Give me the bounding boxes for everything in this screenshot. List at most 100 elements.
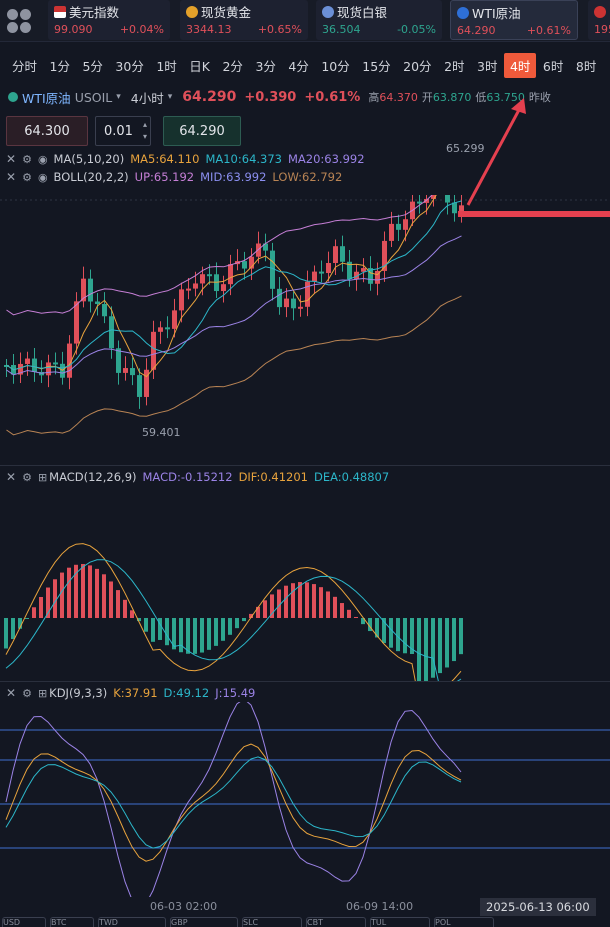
candle-body [249, 256, 254, 269]
high-marker-label: 65.299 [446, 142, 485, 155]
candle-body [389, 223, 394, 241]
macd-histogram-bar [431, 618, 435, 678]
symbol-bar: WTI原油 USOIL ▾ 4小时 ▾ 64.290 +0.390 +0.61%… [0, 86, 610, 108]
bottom-tab[interactable]: GBP [170, 917, 238, 927]
macd-histogram-bar [172, 618, 176, 650]
candle-body [291, 298, 296, 309]
currency-icon [8, 92, 18, 102]
macd-histogram-bar [326, 591, 330, 618]
bottom-tab[interactable]: CBT [306, 917, 366, 927]
time-label: 06-03 02:00 [150, 900, 218, 913]
ticker-card-usd-index[interactable]: 美元指数 99.090 +0.04% [48, 0, 170, 40]
candle-body [347, 261, 352, 279]
cursor-time-label: 2025-06-13 06:00 [480, 898, 596, 916]
bottom-tab[interactable]: SLC [242, 917, 302, 927]
macd-histogram-bar [368, 618, 372, 632]
bottom-tab[interactable]: POL [434, 917, 494, 927]
macd-histogram-bar [116, 590, 120, 618]
period-tab[interactable]: 3时 [477, 58, 498, 74]
eye-icon[interactable]: ◉ [37, 152, 48, 166]
macd-histogram-bar [312, 584, 316, 618]
macd-histogram-bar [151, 618, 155, 642]
symbol-code[interactable]: USOIL [74, 89, 113, 105]
low-marker-label: 59.401 [142, 426, 181, 439]
candle-body [459, 205, 464, 214]
period-tab[interactable]: 20分 [403, 58, 432, 74]
period-tab[interactable]: 10分 [321, 58, 350, 74]
candle-body [123, 368, 128, 373]
period-tab[interactable]: 5分 [82, 58, 103, 74]
ticker-card-gold[interactable]: 现货黄金 3344.13 +0.65% [180, 0, 308, 40]
candle-body [88, 278, 93, 302]
candle-body [116, 348, 121, 373]
candlestick-chart[interactable] [0, 195, 610, 465]
macd-histogram-bar [25, 618, 29, 619]
period-tab[interactable]: 4分 [288, 58, 309, 74]
time-label: 06-09 14:00 [346, 900, 414, 913]
candle-body [298, 306, 303, 309]
bottom-tab[interactable]: BTC [50, 917, 94, 927]
candle-body [186, 288, 191, 291]
close-icon[interactable]: ✕ [6, 470, 17, 484]
sell-price-button[interactable]: 64.300 [6, 116, 88, 146]
close-icon[interactable]: ✕ [6, 170, 17, 184]
period-tab[interactable]: 15分 [362, 58, 391, 74]
chevron-down-icon[interactable]: ▾ [167, 92, 173, 102]
period-tab[interactable]: 8时 [575, 58, 597, 74]
period-tab[interactable]: 6时 [542, 58, 564, 74]
ticker-card-partial[interactable]: 195 [588, 0, 610, 40]
candle-body [417, 201, 422, 204]
symbol-name[interactable]: WTI原油 [22, 90, 71, 106]
period-tab[interactable]: 2分 [222, 58, 243, 74]
settings-icon[interactable]: ⚙ [22, 170, 32, 184]
macd-histogram-bar [165, 618, 169, 646]
macd-histogram-bar [242, 618, 246, 622]
stepper-arrows-icon[interactable]: ▴ ▾ [142, 120, 147, 141]
buy-price-button[interactable]: 64.290 [163, 116, 241, 146]
macd-chart[interactable] [0, 486, 610, 681]
close-icon[interactable]: ✕ [6, 152, 17, 166]
silver-icon [322, 5, 334, 18]
gold-icon [186, 5, 198, 18]
macd-histogram-bar [277, 589, 281, 618]
macd-histogram-bar [361, 618, 365, 625]
ticker-card-silver[interactable]: 现货白银 36.504 -0.05% [316, 0, 442, 40]
ticker-card-wti[interactable]: WTI原油 64.290 +0.61% [450, 0, 578, 40]
candle-body [340, 246, 345, 262]
eye-icon[interactable]: ◉ [37, 170, 48, 184]
close-icon[interactable]: ✕ [6, 686, 17, 700]
period-tab[interactable]: 30分 [115, 58, 144, 74]
ma20-line [6, 235, 462, 376]
chevron-down-icon[interactable]: ▾ [116, 92, 121, 102]
interval-select[interactable]: 4小时 [130, 90, 164, 106]
candle-body [25, 358, 30, 364]
bottom-tab[interactable]: TUL [370, 917, 430, 927]
period-tab[interactable]: 1分 [49, 58, 70, 74]
period-tab[interactable]: 2时 [444, 58, 465, 74]
candle-body [361, 268, 366, 272]
app-logo-icon[interactable] [4, 6, 34, 36]
period-tab[interactable]: 日K [189, 58, 210, 74]
candle-body [95, 301, 100, 305]
candle-body [319, 271, 324, 274]
settings-icon[interactable]: ⚙ [22, 686, 32, 700]
lot-size-input[interactable]: 0.01 ▴ ▾ [95, 116, 151, 146]
bottom-tab[interactable]: TWD [98, 917, 166, 927]
period-tab-active[interactable]: 4时 [503, 52, 537, 78]
candle-body [333, 246, 338, 263]
period-tab[interactable]: 3分 [255, 58, 276, 74]
macd-histogram-bar [137, 618, 141, 622]
macd-histogram-bar [319, 587, 323, 618]
expand-icon[interactable]: ⊞ [37, 686, 48, 700]
macd-histogram-bar [18, 618, 22, 629]
settings-icon[interactable]: ⚙ [22, 470, 32, 484]
expand-icon[interactable]: ⊞ [37, 470, 48, 484]
period-tab[interactable]: 1时 [156, 58, 177, 74]
candle-body [130, 368, 135, 376]
period-tab[interactable]: 分时 [12, 58, 38, 74]
bottom-tab[interactable]: USD [2, 917, 46, 927]
settings-icon[interactable]: ⚙ [22, 152, 32, 166]
kdj-chart[interactable] [0, 702, 610, 897]
candle-body [179, 289, 184, 311]
candle-body [137, 375, 142, 397]
